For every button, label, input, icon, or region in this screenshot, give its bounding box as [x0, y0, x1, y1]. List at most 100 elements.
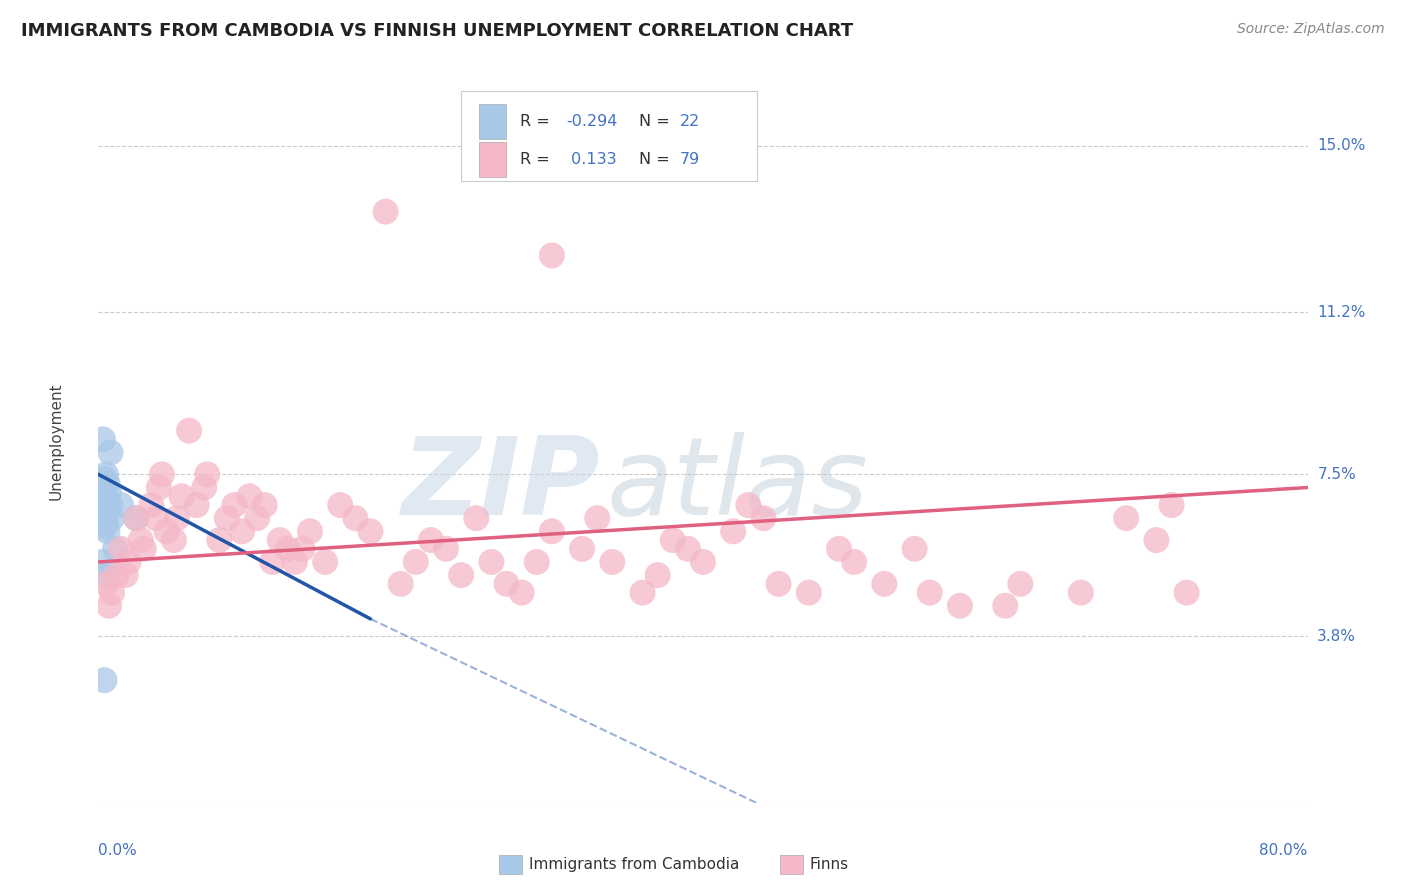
Point — [215, 511, 238, 525]
Text: Unemployment: Unemployment — [49, 383, 63, 500]
Point — [571, 541, 593, 556]
Point — [96, 476, 118, 491]
Point — [231, 524, 253, 539]
Point — [125, 511, 148, 525]
Point — [434, 541, 457, 556]
Point — [110, 541, 132, 556]
Text: -0.294: -0.294 — [567, 114, 617, 128]
Point — [360, 524, 382, 539]
Point — [450, 568, 472, 582]
Point — [276, 541, 298, 556]
Point — [918, 585, 941, 599]
Point — [114, 568, 136, 582]
Point — [91, 555, 114, 569]
Point — [179, 424, 201, 438]
Point — [1160, 498, 1182, 512]
Text: R =: R = — [520, 152, 555, 167]
Point — [145, 511, 167, 525]
Point — [481, 555, 503, 569]
Point — [104, 541, 127, 556]
Point — [193, 481, 215, 495]
Text: 0.0%: 0.0% — [98, 843, 138, 857]
Point — [93, 472, 115, 486]
Point — [495, 577, 517, 591]
Point — [141, 498, 163, 512]
Text: 79: 79 — [681, 152, 700, 167]
Point — [239, 489, 262, 503]
Point — [98, 484, 121, 499]
Point — [586, 511, 609, 525]
Point — [540, 248, 562, 262]
Point — [420, 533, 443, 547]
Point — [96, 502, 118, 516]
Point — [98, 599, 121, 613]
FancyBboxPatch shape — [479, 104, 506, 138]
Point — [94, 516, 117, 530]
Point — [129, 533, 152, 547]
Point — [344, 511, 367, 525]
Point — [1070, 585, 1092, 599]
Text: 22: 22 — [681, 114, 700, 128]
Point — [253, 498, 276, 512]
Point — [692, 555, 714, 569]
Text: 80.0%: 80.0% — [1260, 843, 1308, 857]
Point — [602, 555, 624, 569]
Text: atlas: atlas — [606, 433, 868, 537]
Text: Source: ZipAtlas.com: Source: ZipAtlas.com — [1237, 22, 1385, 37]
Point — [389, 577, 412, 591]
Point — [510, 585, 533, 599]
Point — [224, 498, 246, 512]
Point — [91, 433, 114, 447]
Point — [828, 541, 851, 556]
Text: 3.8%: 3.8% — [1317, 629, 1357, 644]
Point — [797, 585, 820, 599]
Point — [904, 541, 927, 556]
Point — [91, 481, 114, 495]
Point — [93, 673, 115, 688]
Point — [994, 599, 1017, 613]
Point — [269, 533, 291, 547]
Point — [93, 520, 115, 534]
Point — [262, 555, 284, 569]
Point — [155, 524, 177, 539]
Text: 15.0%: 15.0% — [1317, 138, 1365, 153]
Point — [526, 555, 548, 569]
Point — [100, 498, 122, 512]
Point — [132, 541, 155, 556]
Text: 11.2%: 11.2% — [1317, 305, 1365, 320]
Point — [94, 577, 117, 591]
Text: R =: R = — [520, 114, 555, 128]
Point — [150, 467, 173, 482]
Point — [405, 555, 427, 569]
Point — [100, 445, 122, 459]
Point — [314, 555, 336, 569]
Point — [96, 524, 118, 539]
Point — [93, 489, 115, 503]
Point — [949, 599, 972, 613]
Point — [299, 524, 322, 539]
Point — [873, 577, 896, 591]
Point — [91, 507, 114, 521]
Point — [1115, 511, 1137, 525]
Point — [125, 511, 148, 525]
Point — [723, 524, 745, 539]
Point — [676, 541, 699, 556]
Point — [166, 511, 188, 525]
Point — [329, 498, 352, 512]
Point — [661, 533, 683, 547]
Point — [94, 467, 117, 482]
Point — [208, 533, 231, 547]
Text: Finns: Finns — [810, 857, 849, 871]
Point — [101, 511, 124, 525]
Point — [1146, 533, 1168, 547]
Point — [105, 568, 128, 582]
Point — [540, 524, 562, 539]
Text: N =: N = — [638, 152, 675, 167]
Point — [110, 498, 132, 512]
Point — [94, 568, 117, 582]
Text: N =: N = — [638, 114, 675, 128]
Point — [374, 204, 396, 219]
Point — [844, 555, 866, 569]
FancyBboxPatch shape — [479, 142, 506, 177]
Text: Immigrants from Cambodia: Immigrants from Cambodia — [529, 857, 740, 871]
